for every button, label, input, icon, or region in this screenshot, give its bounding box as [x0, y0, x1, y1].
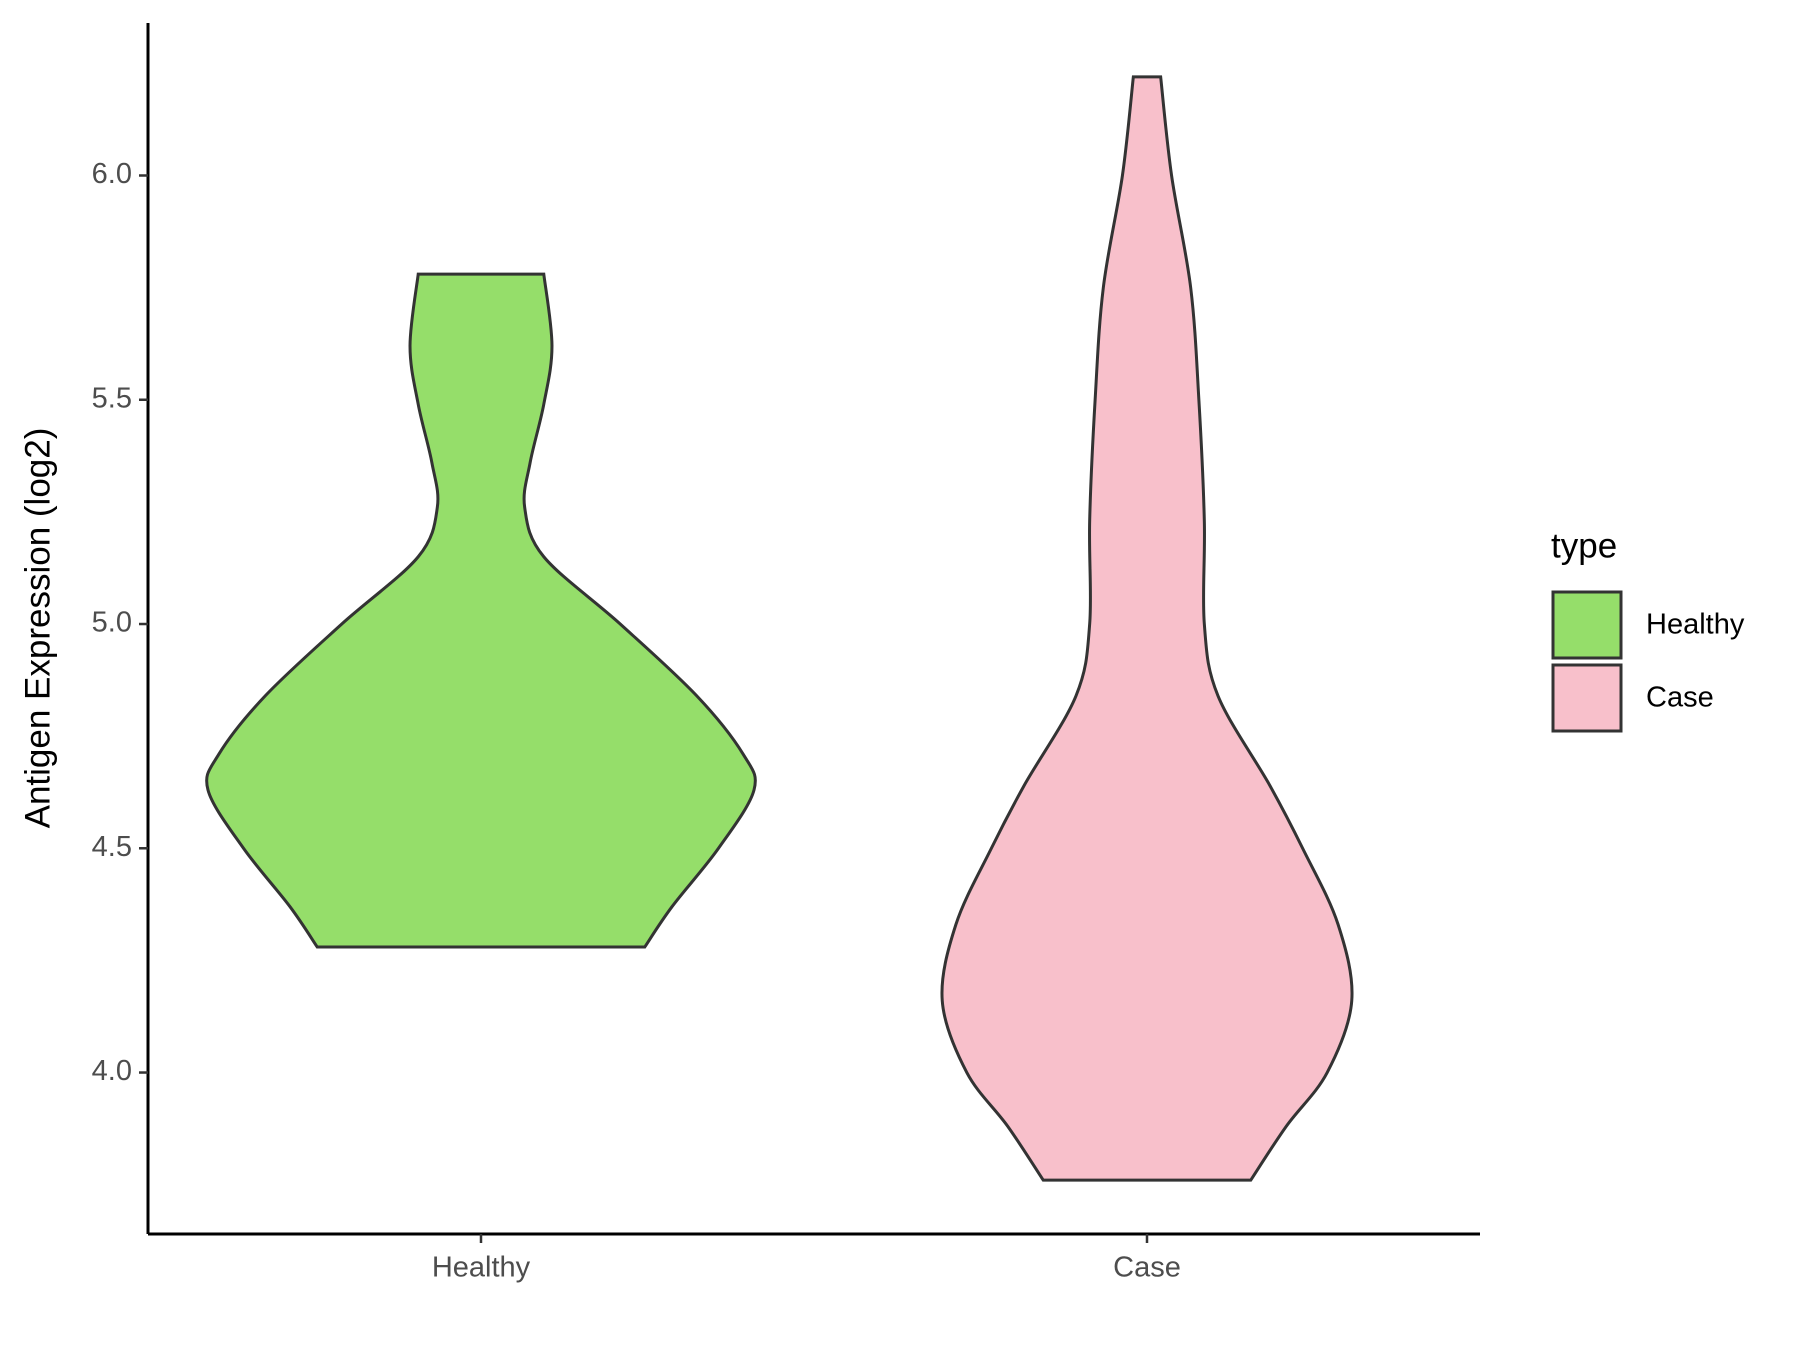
y-axis-label: Antigen Expression (log2): [18, 428, 57, 829]
legend-label: Case: [1646, 682, 1714, 714]
legend-swatch: [1551, 663, 1623, 733]
legend-swatch: [1551, 590, 1623, 660]
legend-label: Healthy: [1646, 609, 1745, 641]
y-tick-label: 4.0: [92, 1055, 132, 1087]
x-tick-label: Case: [1113, 1252, 1181, 1284]
violin: [205, 272, 757, 949]
y-tick-label: 6.0: [92, 158, 132, 190]
y-tick-label: 5.5: [92, 382, 132, 414]
x-tick-label: Healthy: [432, 1252, 531, 1284]
y-tick-label: 5.0: [92, 607, 132, 639]
y-tick-label: 4.5: [92, 831, 132, 863]
violin: [940, 75, 1354, 1182]
legend-title: type: [1551, 526, 1617, 565]
